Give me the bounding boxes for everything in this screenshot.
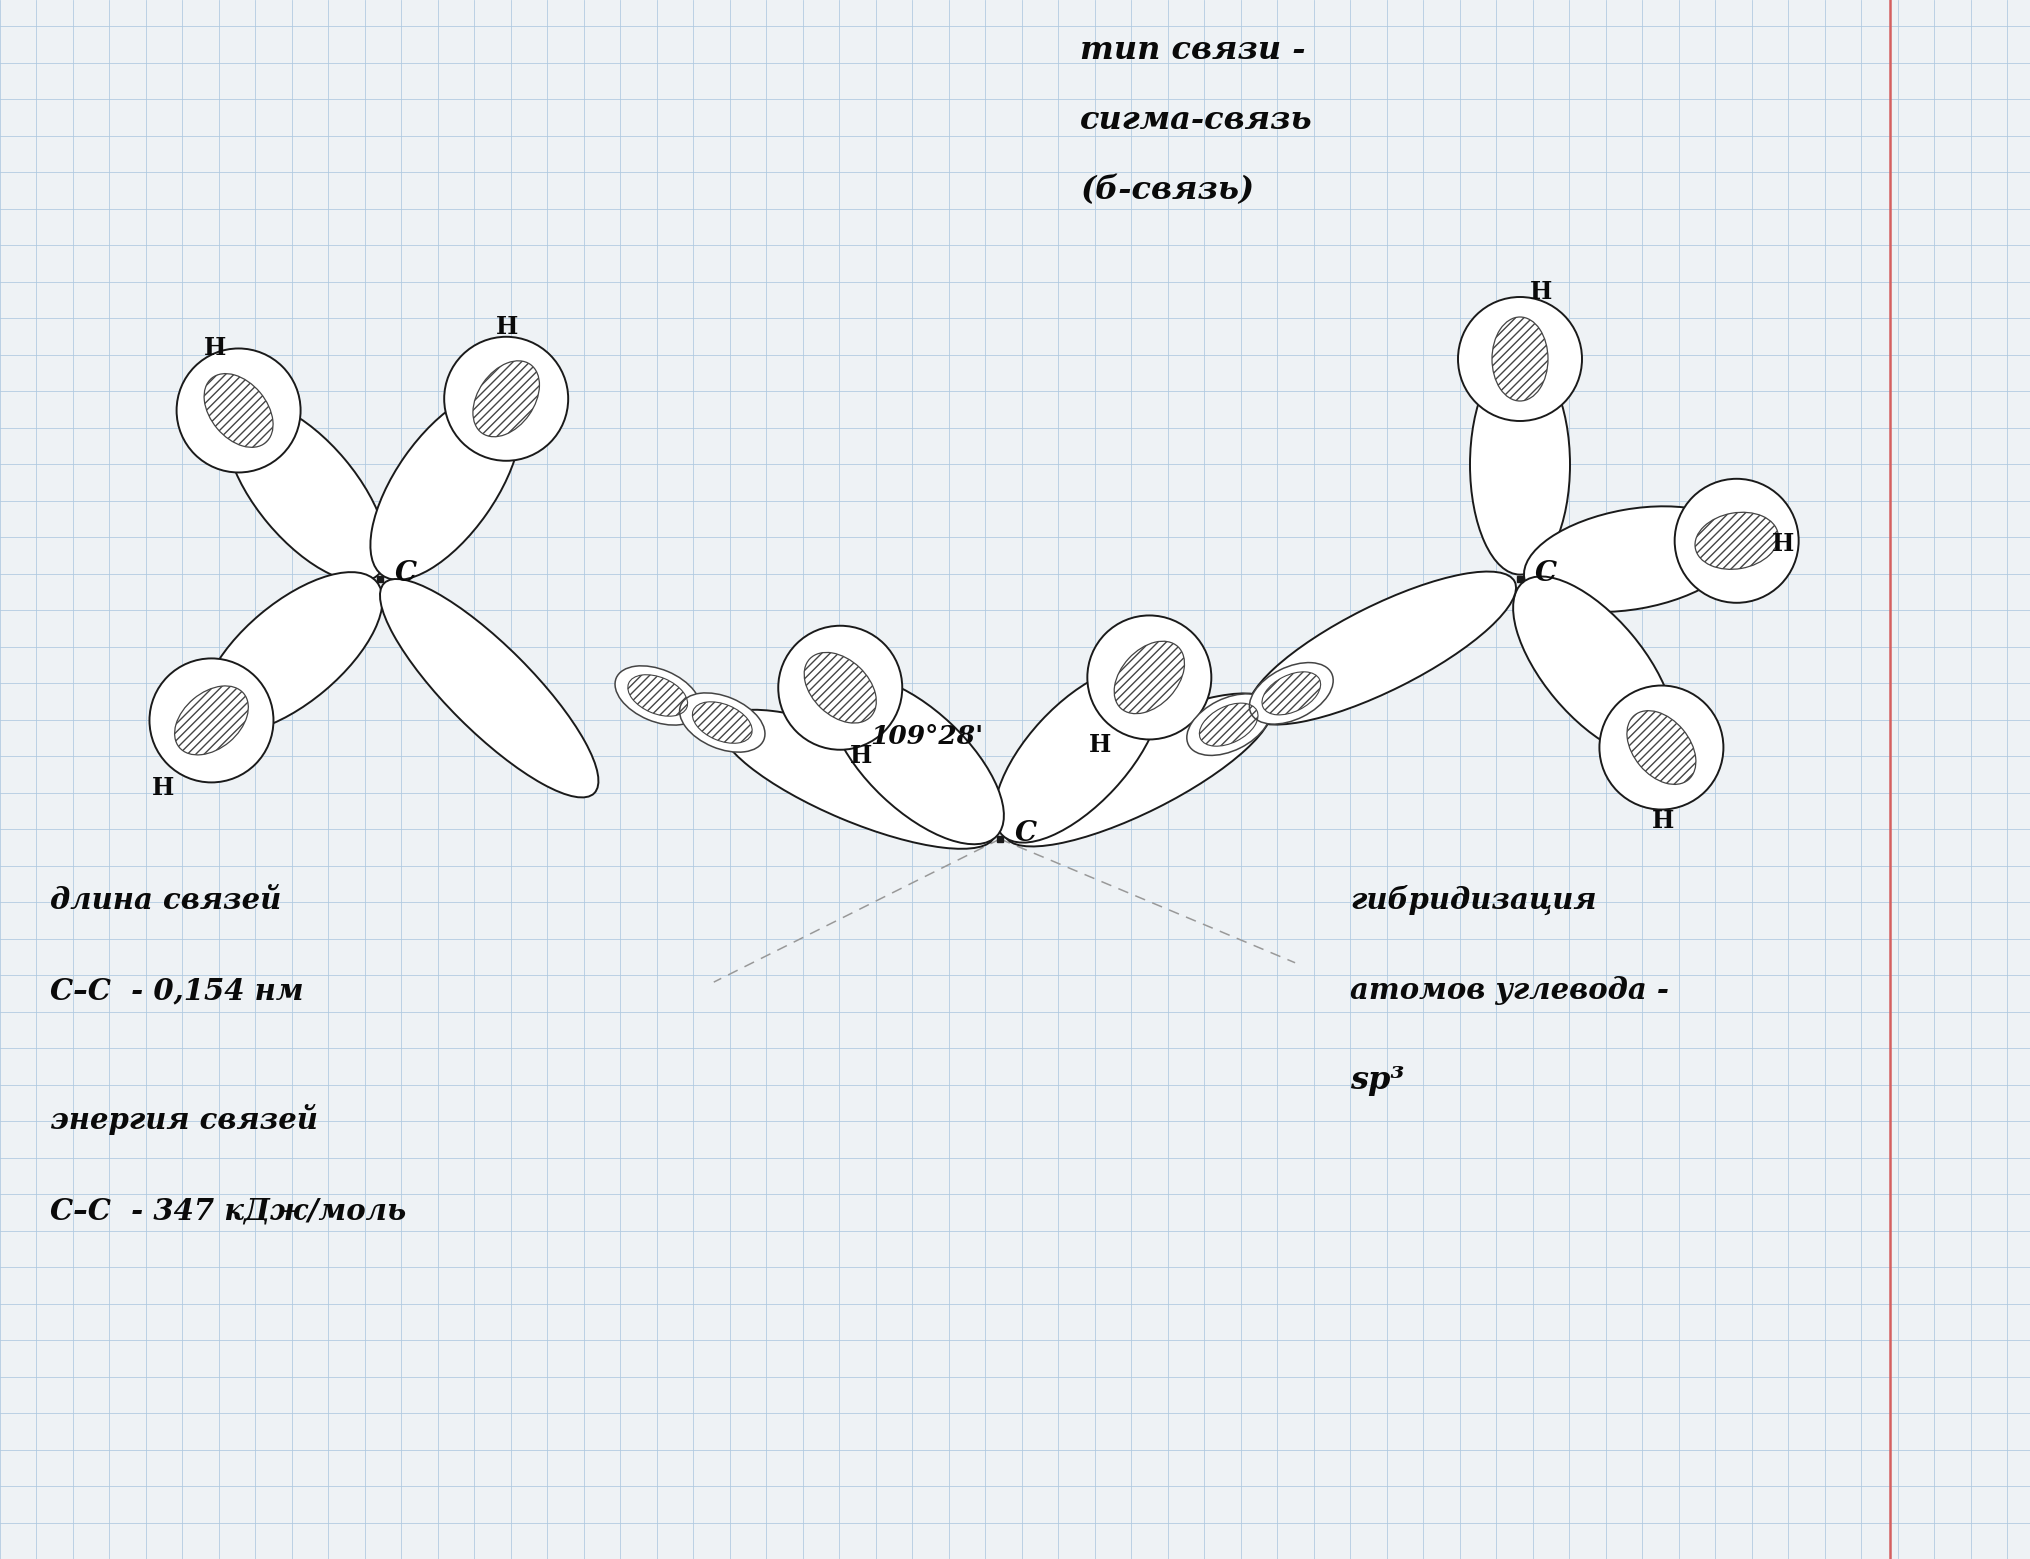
Ellipse shape bbox=[1248, 663, 1332, 723]
Text: H: H bbox=[1650, 809, 1673, 833]
Text: длина связей: длина связей bbox=[51, 886, 280, 915]
Ellipse shape bbox=[1470, 354, 1569, 575]
Circle shape bbox=[1086, 616, 1210, 739]
Circle shape bbox=[1458, 298, 1581, 421]
Text: sp³: sp³ bbox=[1350, 1065, 1403, 1096]
Ellipse shape bbox=[995, 667, 1161, 842]
Circle shape bbox=[777, 625, 901, 750]
Ellipse shape bbox=[615, 666, 700, 725]
Text: C: C bbox=[1535, 561, 1557, 588]
Text: H: H bbox=[851, 744, 873, 767]
Text: атомов углевода -: атомов углевода - bbox=[1350, 976, 1669, 1006]
Circle shape bbox=[150, 658, 274, 783]
Ellipse shape bbox=[1522, 507, 1740, 613]
Ellipse shape bbox=[1512, 577, 1673, 756]
Text: энергия связей: энергия связей bbox=[51, 1104, 319, 1135]
Text: H: H bbox=[152, 776, 175, 800]
Ellipse shape bbox=[1186, 694, 1271, 756]
Ellipse shape bbox=[225, 401, 386, 582]
Ellipse shape bbox=[203, 572, 382, 733]
Ellipse shape bbox=[380, 578, 599, 797]
Text: H: H bbox=[1088, 733, 1110, 758]
Ellipse shape bbox=[369, 391, 520, 580]
Ellipse shape bbox=[680, 692, 765, 751]
Text: H: H bbox=[1529, 281, 1551, 304]
Circle shape bbox=[445, 337, 568, 461]
Ellipse shape bbox=[830, 677, 1003, 845]
Text: H: H bbox=[203, 337, 225, 360]
Ellipse shape bbox=[719, 709, 995, 848]
Text: C: C bbox=[1015, 820, 1037, 848]
Text: C–C  - 0,154 нм: C–C - 0,154 нм bbox=[51, 976, 302, 1006]
Text: (б-связь): (б-связь) bbox=[1080, 175, 1253, 206]
Text: гибридизация: гибридизация bbox=[1350, 886, 1596, 915]
Text: 109°28': 109°28' bbox=[869, 723, 983, 748]
Circle shape bbox=[1675, 479, 1799, 603]
Text: C: C bbox=[394, 561, 416, 588]
Ellipse shape bbox=[1246, 572, 1514, 725]
Ellipse shape bbox=[1003, 694, 1271, 847]
Text: H: H bbox=[495, 315, 518, 338]
Circle shape bbox=[177, 349, 300, 472]
Text: C–C  - 347 кДж/моль: C–C - 347 кДж/моль bbox=[51, 1196, 406, 1225]
Text: сигма-связь: сигма-связь bbox=[1080, 104, 1311, 136]
Circle shape bbox=[1600, 686, 1723, 809]
Text: H: H bbox=[1770, 532, 1792, 557]
Text: тип связи -: тип связи - bbox=[1080, 34, 1305, 65]
